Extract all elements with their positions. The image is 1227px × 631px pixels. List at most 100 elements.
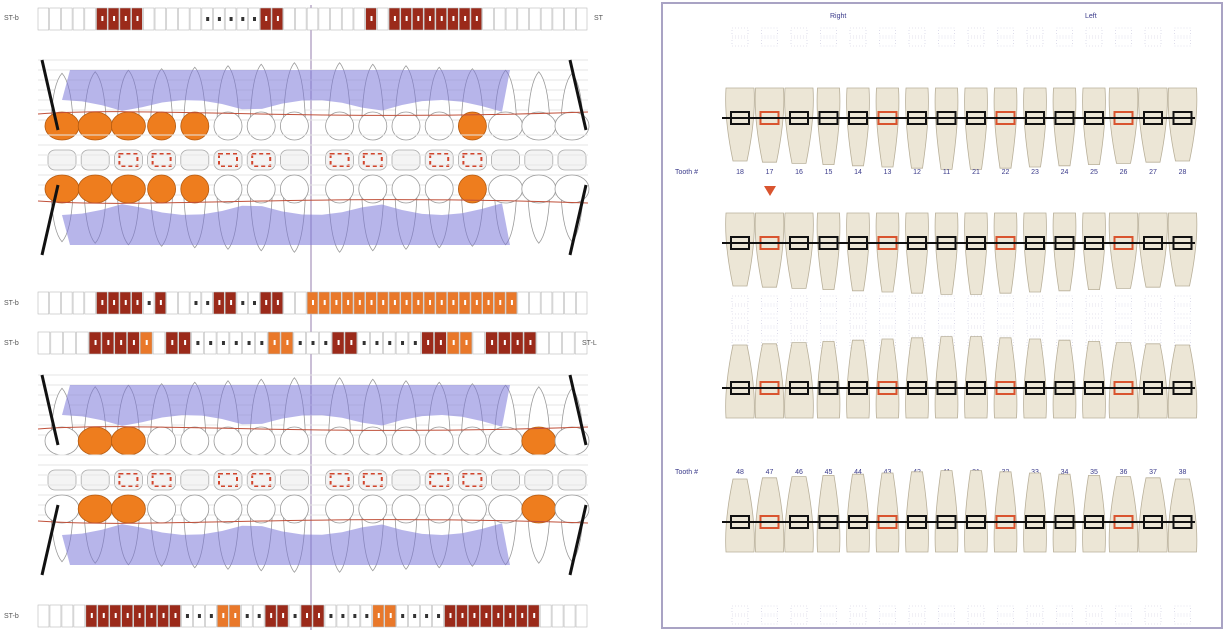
strip-mark <box>210 614 213 618</box>
strip-cell <box>565 292 576 314</box>
strip-mark <box>371 300 373 305</box>
strip-mark <box>413 614 416 618</box>
strip-mark <box>206 301 209 305</box>
strip-cell <box>564 605 575 627</box>
strip-mark <box>91 613 93 618</box>
strip-mark <box>350 340 352 345</box>
tooth-crown <box>326 495 354 523</box>
tooth-crown <box>78 427 112 455</box>
strip-cell <box>74 605 85 627</box>
strip-mark <box>95 340 97 345</box>
strip-mark <box>265 16 267 21</box>
strip-label: ST-b <box>4 300 19 307</box>
strip-mark <box>235 341 238 345</box>
strip-mark <box>184 340 186 345</box>
strip-cell <box>64 332 76 354</box>
strip-mark <box>113 16 115 21</box>
strip-mark <box>338 340 340 345</box>
tooth-crown <box>280 112 308 140</box>
strip-mark <box>286 340 288 345</box>
tooth-crown <box>425 112 453 140</box>
strip-mark <box>136 16 138 21</box>
strip-mark <box>417 16 419 21</box>
strip-mark <box>218 300 220 305</box>
tooth-crown <box>214 175 242 203</box>
tooth-crown <box>78 175 112 203</box>
strip-mark <box>437 614 440 618</box>
strip-cell <box>167 8 178 30</box>
strip-cell <box>552 605 563 627</box>
tooth-number: 21 <box>972 169 980 176</box>
strip-mark <box>406 16 408 21</box>
strip-cell <box>537 332 549 354</box>
strip-cell <box>85 292 96 314</box>
strip-mark <box>461 613 463 618</box>
strip-cell <box>178 8 189 30</box>
strip-cell <box>155 8 166 30</box>
side-label: Right <box>830 13 846 20</box>
tooth-crown <box>111 112 145 140</box>
strip-mark <box>441 300 443 305</box>
strip-mark <box>198 614 201 618</box>
strip-cell <box>51 332 63 354</box>
tooth-crown <box>522 175 556 203</box>
strip-cell <box>576 292 587 314</box>
tooth-crown <box>214 495 242 523</box>
tooth-crown <box>489 112 523 140</box>
strip-cell <box>38 292 49 314</box>
tooth-crown <box>522 495 556 523</box>
strip-mark <box>163 613 165 618</box>
strip-cell <box>562 332 574 354</box>
occlusal-view <box>81 150 109 170</box>
strip-mark <box>324 341 327 345</box>
tooth-crown <box>359 112 387 140</box>
tooth-crown <box>425 175 453 203</box>
strip-cell <box>550 332 562 354</box>
tooth-crown <box>392 112 420 140</box>
occlusal-view <box>81 470 109 490</box>
strip-mark <box>230 17 233 21</box>
tooth-crown <box>45 495 79 523</box>
strip-mark <box>521 613 523 618</box>
strip-mark <box>371 16 373 21</box>
occlusal-view <box>558 470 586 490</box>
strip-mark <box>388 341 391 345</box>
tooth-number: 22 <box>1002 169 1010 176</box>
strip-mark <box>341 614 344 618</box>
occlusal-view <box>48 150 76 170</box>
strip-cell <box>377 8 388 30</box>
strip-cell <box>342 8 353 30</box>
strip-mark <box>246 614 249 618</box>
strip-mark <box>282 613 284 618</box>
strip-cell <box>178 292 189 314</box>
strip-mark <box>136 300 138 305</box>
strip-mark <box>453 340 455 345</box>
strip-mark <box>312 300 314 305</box>
strip-cell <box>576 605 587 627</box>
strip-cell <box>473 332 485 354</box>
strip-mark <box>115 613 117 618</box>
strip-cell <box>153 332 165 354</box>
strip-mark <box>101 16 103 21</box>
strip-mark <box>175 613 177 618</box>
strip-mark <box>429 300 431 305</box>
strip-mark <box>127 613 129 618</box>
tooth-crown <box>522 427 556 455</box>
strip-cell <box>540 605 551 627</box>
strip-cell <box>76 332 88 354</box>
strip-cell <box>38 605 49 627</box>
strip-cell <box>73 292 84 314</box>
tooth-number: 26 <box>1120 169 1128 176</box>
tooth-number: 35 <box>1090 469 1098 476</box>
strip-cell <box>529 292 540 314</box>
strip-mark <box>196 341 199 345</box>
strip-mark <box>146 340 148 345</box>
strip-mark <box>353 614 356 618</box>
strip-mark <box>101 300 103 305</box>
strip-mark <box>133 340 135 345</box>
tooth-number: 11 <box>943 169 950 176</box>
strip-cell <box>73 8 84 30</box>
strip-mark <box>382 300 384 305</box>
tooth-number: 13 <box>884 169 892 176</box>
strip-mark <box>504 340 506 345</box>
